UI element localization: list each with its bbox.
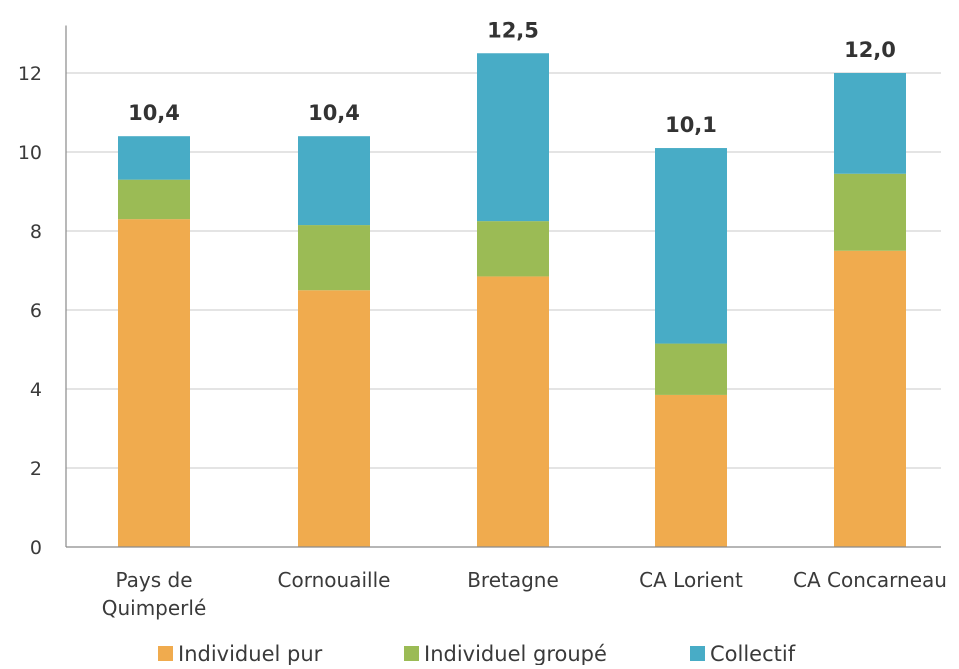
axes (65, 25, 941, 548)
bar-segment-individuel-pur (298, 290, 370, 547)
bar-segment-individuel-groupe (655, 343, 727, 395)
legend-swatch (404, 646, 419, 661)
y-tick-label: 8 (30, 221, 42, 243)
y-tick-label: 2 (30, 458, 42, 480)
y-tick-label: 10 (18, 142, 42, 164)
y-tick-labels: 0 2 4 6 8 10 12 (18, 63, 42, 559)
total-labels: 10,4 10,4 12,5 10,1 12,0 (128, 18, 896, 137)
legend: Individuel pur Individuel groupé Collectif (158, 642, 796, 666)
bar-segment-individuel-groupe (298, 225, 370, 291)
bar-segment-individuel-groupe (834, 173, 906, 251)
bar-segment-individuel-pur (655, 394, 727, 547)
legend-label: Individuel pur (178, 642, 323, 665)
bar-segment-collectif (477, 53, 549, 222)
x-category-label: CA Concarneau (793, 568, 947, 592)
y-tick-label: 12 (18, 63, 42, 85)
total-label: 10,4 (128, 101, 180, 125)
bar-segment-collectif (298, 136, 370, 226)
bars (118, 53, 906, 547)
bar-segment-collectif (834, 73, 906, 174)
bar-segment-individuel-pur (834, 250, 906, 547)
bar-segment-individuel-groupe (118, 179, 190, 220)
y-tick-label: 6 (30, 300, 42, 322)
total-label: 12,5 (487, 18, 539, 42)
legend-swatch (690, 646, 705, 661)
y-tick-label: 0 (30, 537, 42, 559)
total-label: 10,1 (665, 113, 717, 137)
x-category-label: Pays de (115, 568, 192, 592)
total-label: 12,0 (844, 38, 896, 62)
total-label: 10,4 (308, 101, 360, 125)
legend-label: Individuel groupé (424, 642, 607, 665)
x-category-labels: Pays de Quimperlé Cornouaille Bretagne CA Lo… (102, 568, 947, 620)
bar-segment-individuel-pur (118, 219, 190, 547)
bar-segment-individuel-groupe (477, 221, 549, 277)
bar-segment-collectif (655, 148, 727, 344)
bar-segment-collectif (118, 136, 190, 180)
x-category-label: Quimperlé (102, 596, 207, 620)
legend-label: Collectif (710, 642, 796, 665)
x-category-label: Bretagne (467, 568, 559, 592)
x-category-label: Cornouaille (278, 568, 391, 592)
x-category-label: CA Lorient (639, 568, 743, 592)
y-tick-label: 4 (30, 379, 42, 401)
bar-segment-individuel-pur (477, 276, 549, 547)
legend-swatch (158, 646, 173, 661)
